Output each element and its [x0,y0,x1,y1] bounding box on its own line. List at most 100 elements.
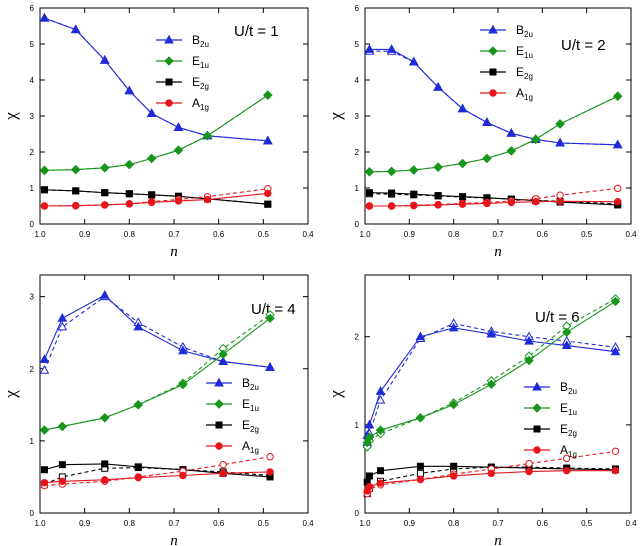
legend-marker [164,56,174,66]
y-tick-label: 1 [355,421,360,430]
legend-label: A1g [516,86,533,102]
legend-entry: A1g [480,86,533,102]
y-tick-label: 2 [355,148,360,157]
data-point-filled [483,199,491,208]
data-point-open [416,469,424,477]
x-tick-label: 0.8 [448,230,460,239]
x-tick-label: 0.4 [302,519,314,528]
data-point-filled [58,477,67,485]
series-line-solid [369,95,618,173]
data-point-filled [611,466,620,475]
data-point-filled [364,44,375,53]
data-point-filled [555,119,565,129]
data-point-filled [264,189,272,198]
legend-entry: A1g [206,439,259,455]
legend-marker [489,89,497,97]
legend-label: E2g [242,418,259,434]
x-tick-label: 0.8 [124,519,136,528]
x-tick-label: 1.0 [359,230,371,239]
y-tick-label: 2 [30,148,35,157]
data-point-filled [57,313,68,322]
data-point-filled [71,164,81,175]
x-tick-label: 0.6 [537,519,549,528]
data-point-filled [459,193,467,201]
y-tick-label: 6 [355,4,360,13]
y-tick-label: 6 [30,4,35,13]
y-axis-label: χ [326,112,345,121]
data-point-filled [449,472,458,480]
data-point-filled [72,201,80,210]
x-tick-label: 0.9 [79,519,91,528]
data-point-filled [147,198,156,207]
x-tick-label: 0.7 [168,230,180,239]
y-axis-label: χ [1,390,20,399]
legend-label: B2u [560,380,577,396]
data-point-filled [375,386,386,395]
data-point-filled [101,189,109,197]
data-point-filled [173,122,184,132]
x-tick-label: 0.9 [79,230,91,239]
legend-entry: B2u [480,23,533,39]
data-point-filled [458,200,467,208]
data-point-filled [410,190,418,198]
data-point-open [219,460,227,469]
data-point-filled [125,190,133,198]
data-point-open [525,459,533,468]
data-point-filled [134,463,142,471]
y-tick-label: 4 [355,76,360,85]
y-tick-label: 5 [355,40,360,49]
data-point-filled [99,54,110,64]
data-point-filled [612,139,623,149]
data-point-open [556,191,564,199]
data-point-filled [100,413,110,423]
legend-label: B2u [192,33,209,49]
data-point-filled [433,81,443,91]
series-e1u [362,294,621,452]
plot-frame [364,274,632,514]
legend-label: A1g [192,96,209,112]
series-line-dashed [44,467,271,485]
data-point-filled [448,322,459,332]
data-point-filled [416,475,425,484]
data-point-filled [218,349,228,360]
series-line-solid [44,189,268,205]
x-tick-label: 0.6 [213,230,225,239]
data-point-filled [448,399,459,410]
data-point-filled [58,461,66,469]
legend-label: B2u [516,23,533,39]
x-tick-label: 0.7 [168,519,180,528]
legend-marker [488,46,498,56]
x-tick-label: 0.8 [448,519,460,528]
data-point-filled [365,202,374,210]
data-point-open [614,184,622,193]
series-b2u [39,289,275,374]
legend-entry: A1g [524,443,577,459]
data-point-filled [434,201,442,209]
legend-marker [215,421,223,429]
data-point-filled [124,85,135,95]
panel-4: 1.0 0.9 0.8 0.7 0.6 0.5 0.4 0 1 2 n χ U/t = 6 B2u E1u E… [326,274,637,546]
legend-entry: E1u [156,54,209,70]
data-point-filled [377,467,385,475]
data-point-open [39,364,50,374]
x-tick-label: 0.6 [537,230,549,239]
data-point-filled [506,128,517,137]
x-tick-label: 0.8 [124,230,136,239]
data-point-open [57,321,68,331]
x-tick-label: 0.6 [213,519,225,528]
data-point-filled [387,202,396,210]
y-tick-label: 2 [355,333,360,342]
y-tick-label: 3 [30,112,35,121]
series-a1g [363,447,620,498]
data-point-filled [133,321,144,331]
data-point-filled [265,313,275,323]
series-line-dashed [369,187,618,207]
panel-label: U/t = 1 [234,23,279,40]
data-point-filled [614,197,622,206]
legend-entry: E2g [156,75,209,91]
data-point-open [611,447,620,455]
legend-label: E2g [560,422,577,438]
series-e1u [39,90,273,176]
data-point-filled [178,379,188,390]
